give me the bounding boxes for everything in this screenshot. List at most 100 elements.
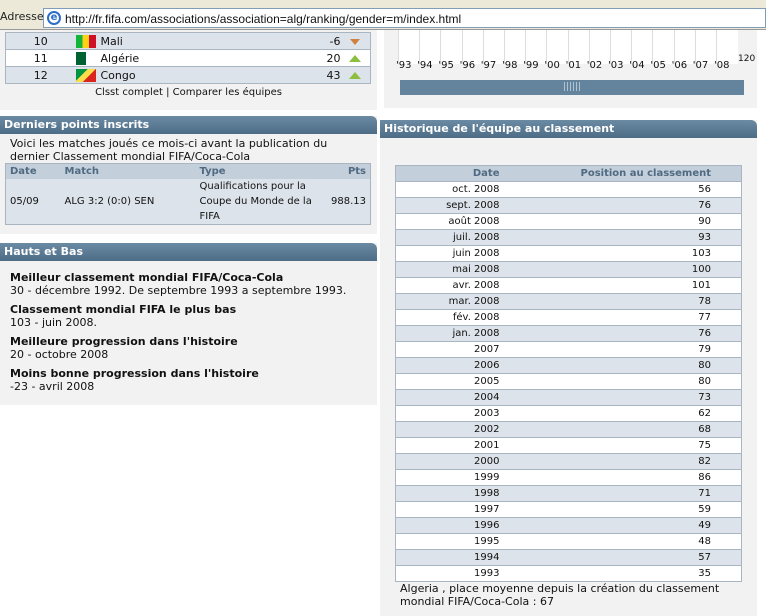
col-position: Position au classement <box>499 165 742 182</box>
history-date: 2003 <box>395 405 500 422</box>
history-date: 2007 <box>395 341 500 358</box>
highlight-value: 20 - octobre 2008 <box>10 348 109 361</box>
year-tick: '97 <box>480 60 497 71</box>
year-tick: '99 <box>523 60 539 71</box>
highlight-value: 30 - décembre 1992. De septembre 1993 a … <box>10 284 347 297</box>
table-row: 1998 71 <box>395 485 742 502</box>
grid-line <box>588 30 590 64</box>
table-row: fév. 2008 77 <box>395 309 742 326</box>
history-date: 2005 <box>395 373 500 390</box>
history-position: 77 <box>499 309 742 326</box>
timeline-scrollbar[interactable]: |||||| <box>400 80 744 95</box>
year-tick: '08 <box>714 60 730 71</box>
table-row: 2002 68 <box>395 421 742 438</box>
history-date: 1997 <box>395 501 500 518</box>
highs-lows-title: Hauts et Bas <box>0 243 377 261</box>
table-row: 2000 82 <box>395 453 742 470</box>
year-tick: '04 <box>629 60 645 71</box>
grid-line <box>525 30 527 64</box>
history-position: 59 <box>499 501 742 518</box>
history-position: 76 <box>499 197 742 214</box>
history-date: avr. 2008 <box>395 277 500 294</box>
team-name[interactable]: Mali <box>100 32 301 50</box>
table-row: 1997 59 <box>395 501 742 518</box>
team-name[interactable]: Congo <box>100 66 301 84</box>
grid-line <box>398 30 399 64</box>
highlight-label: Classement mondial FIFA le plus bas <box>10 303 237 316</box>
table-row: avr. 2008 101 <box>395 277 742 294</box>
table-row: oct. 2008 56 <box>395 181 742 198</box>
year-tick: '98 <box>502 60 518 71</box>
grid-line <box>504 30 505 64</box>
grid-line <box>673 30 675 64</box>
col-match: Match <box>60 163 196 179</box>
latest-points-table: Date Match Type Pts 05/09 ALG 3:2 (0:0) SEN Q… <box>5 163 371 225</box>
history-date: 1998 <box>395 485 500 502</box>
url-input[interactable]: e http://fr.fifa.com/associations/associ… <box>43 8 766 28</box>
history-position: 75 <box>499 437 742 454</box>
axis-value-label: 120 <box>738 54 756 64</box>
rank: 11 <box>5 49 76 67</box>
history-date: 2000 <box>395 453 500 470</box>
table-row: 1995 48 <box>395 533 742 550</box>
year-tick: '02 <box>586 60 603 71</box>
history-date: 2001 <box>395 437 500 454</box>
ie-page-icon: e <box>47 11 61 25</box>
table-row: 1993 35 <box>395 565 742 582</box>
match-date: 05/09 <box>5 178 61 224</box>
year-tick: '03 <box>608 60 624 71</box>
year-tick: '07 <box>692 60 709 71</box>
grid-line <box>610 30 611 64</box>
col-date: Date <box>395 165 500 182</box>
grid-line <box>716 30 717 64</box>
history-position: 62 <box>499 405 742 422</box>
history-position: 80 <box>499 373 742 390</box>
highlight-value: 103 - juin 2008. <box>10 316 98 329</box>
table-row: sept. 2008 76 <box>395 197 742 214</box>
history-position: 68 <box>499 421 742 438</box>
history-date: 1993 <box>395 565 500 582</box>
flag-icon <box>75 34 96 48</box>
table-row: 1994 57 <box>395 549 742 566</box>
history-position: 49 <box>499 517 742 534</box>
address-label: Adresse <box>0 10 44 23</box>
highlight-value: -23 - avril 2008 <box>10 380 95 393</box>
grid-line <box>567 30 569 64</box>
compare-teams-link[interactable]: Comparer les équipes <box>172 87 282 98</box>
table-row: 2001 75 <box>395 437 742 454</box>
table-row: 1996 49 <box>395 517 742 534</box>
history-date: juin 2008 <box>395 245 500 262</box>
team-name[interactable]: Algérie <box>100 49 301 67</box>
history-date: mai 2008 <box>395 261 500 278</box>
table-row: 1999 86 <box>395 469 742 486</box>
history-position: 57 <box>499 549 742 566</box>
year-tick: '93 <box>396 60 412 71</box>
history-title: Historique de l'équipe au classement <box>380 120 757 138</box>
highlight-label: Moins bonne progression dans l'histoire <box>10 367 259 380</box>
history-date: 2006 <box>395 357 500 374</box>
year-tick: '94 <box>417 60 433 71</box>
history-position: 101 <box>499 277 742 294</box>
latest-points-panel: Derniers points inscrits Voici les match… <box>0 116 377 234</box>
year-tick: '01 <box>565 60 582 71</box>
grid-line <box>546 30 548 64</box>
table-row: jan. 2008 76 <box>395 325 742 342</box>
history-position: 78 <box>499 293 742 310</box>
grid-line <box>652 30 654 64</box>
address-bar: Adresse e http://fr.fifa.com/association… <box>0 0 766 30</box>
history-date: fév. 2008 <box>395 309 500 326</box>
history-position: 82 <box>499 453 742 470</box>
latest-points-title: Derniers points inscrits <box>0 116 377 134</box>
history-date: sept. 2008 <box>395 197 500 214</box>
latest-intro: Voici les matches joués ce mois-ci avant… <box>10 137 328 163</box>
full-ranking-link[interactable]: Clsst complet <box>95 87 163 98</box>
history-date: 1996 <box>395 517 500 534</box>
history-position: 48 <box>499 533 742 550</box>
grid-line <box>631 30 633 64</box>
table-row: juil. 2008 93 <box>395 229 742 246</box>
rank: 10 <box>5 32 76 50</box>
highlight-label: Meilleur classement mondial FIFA/Coca-Co… <box>10 271 284 284</box>
points-change: 43 <box>300 66 341 84</box>
history-date: 1994 <box>395 549 500 566</box>
col-date: Date <box>5 163 61 179</box>
